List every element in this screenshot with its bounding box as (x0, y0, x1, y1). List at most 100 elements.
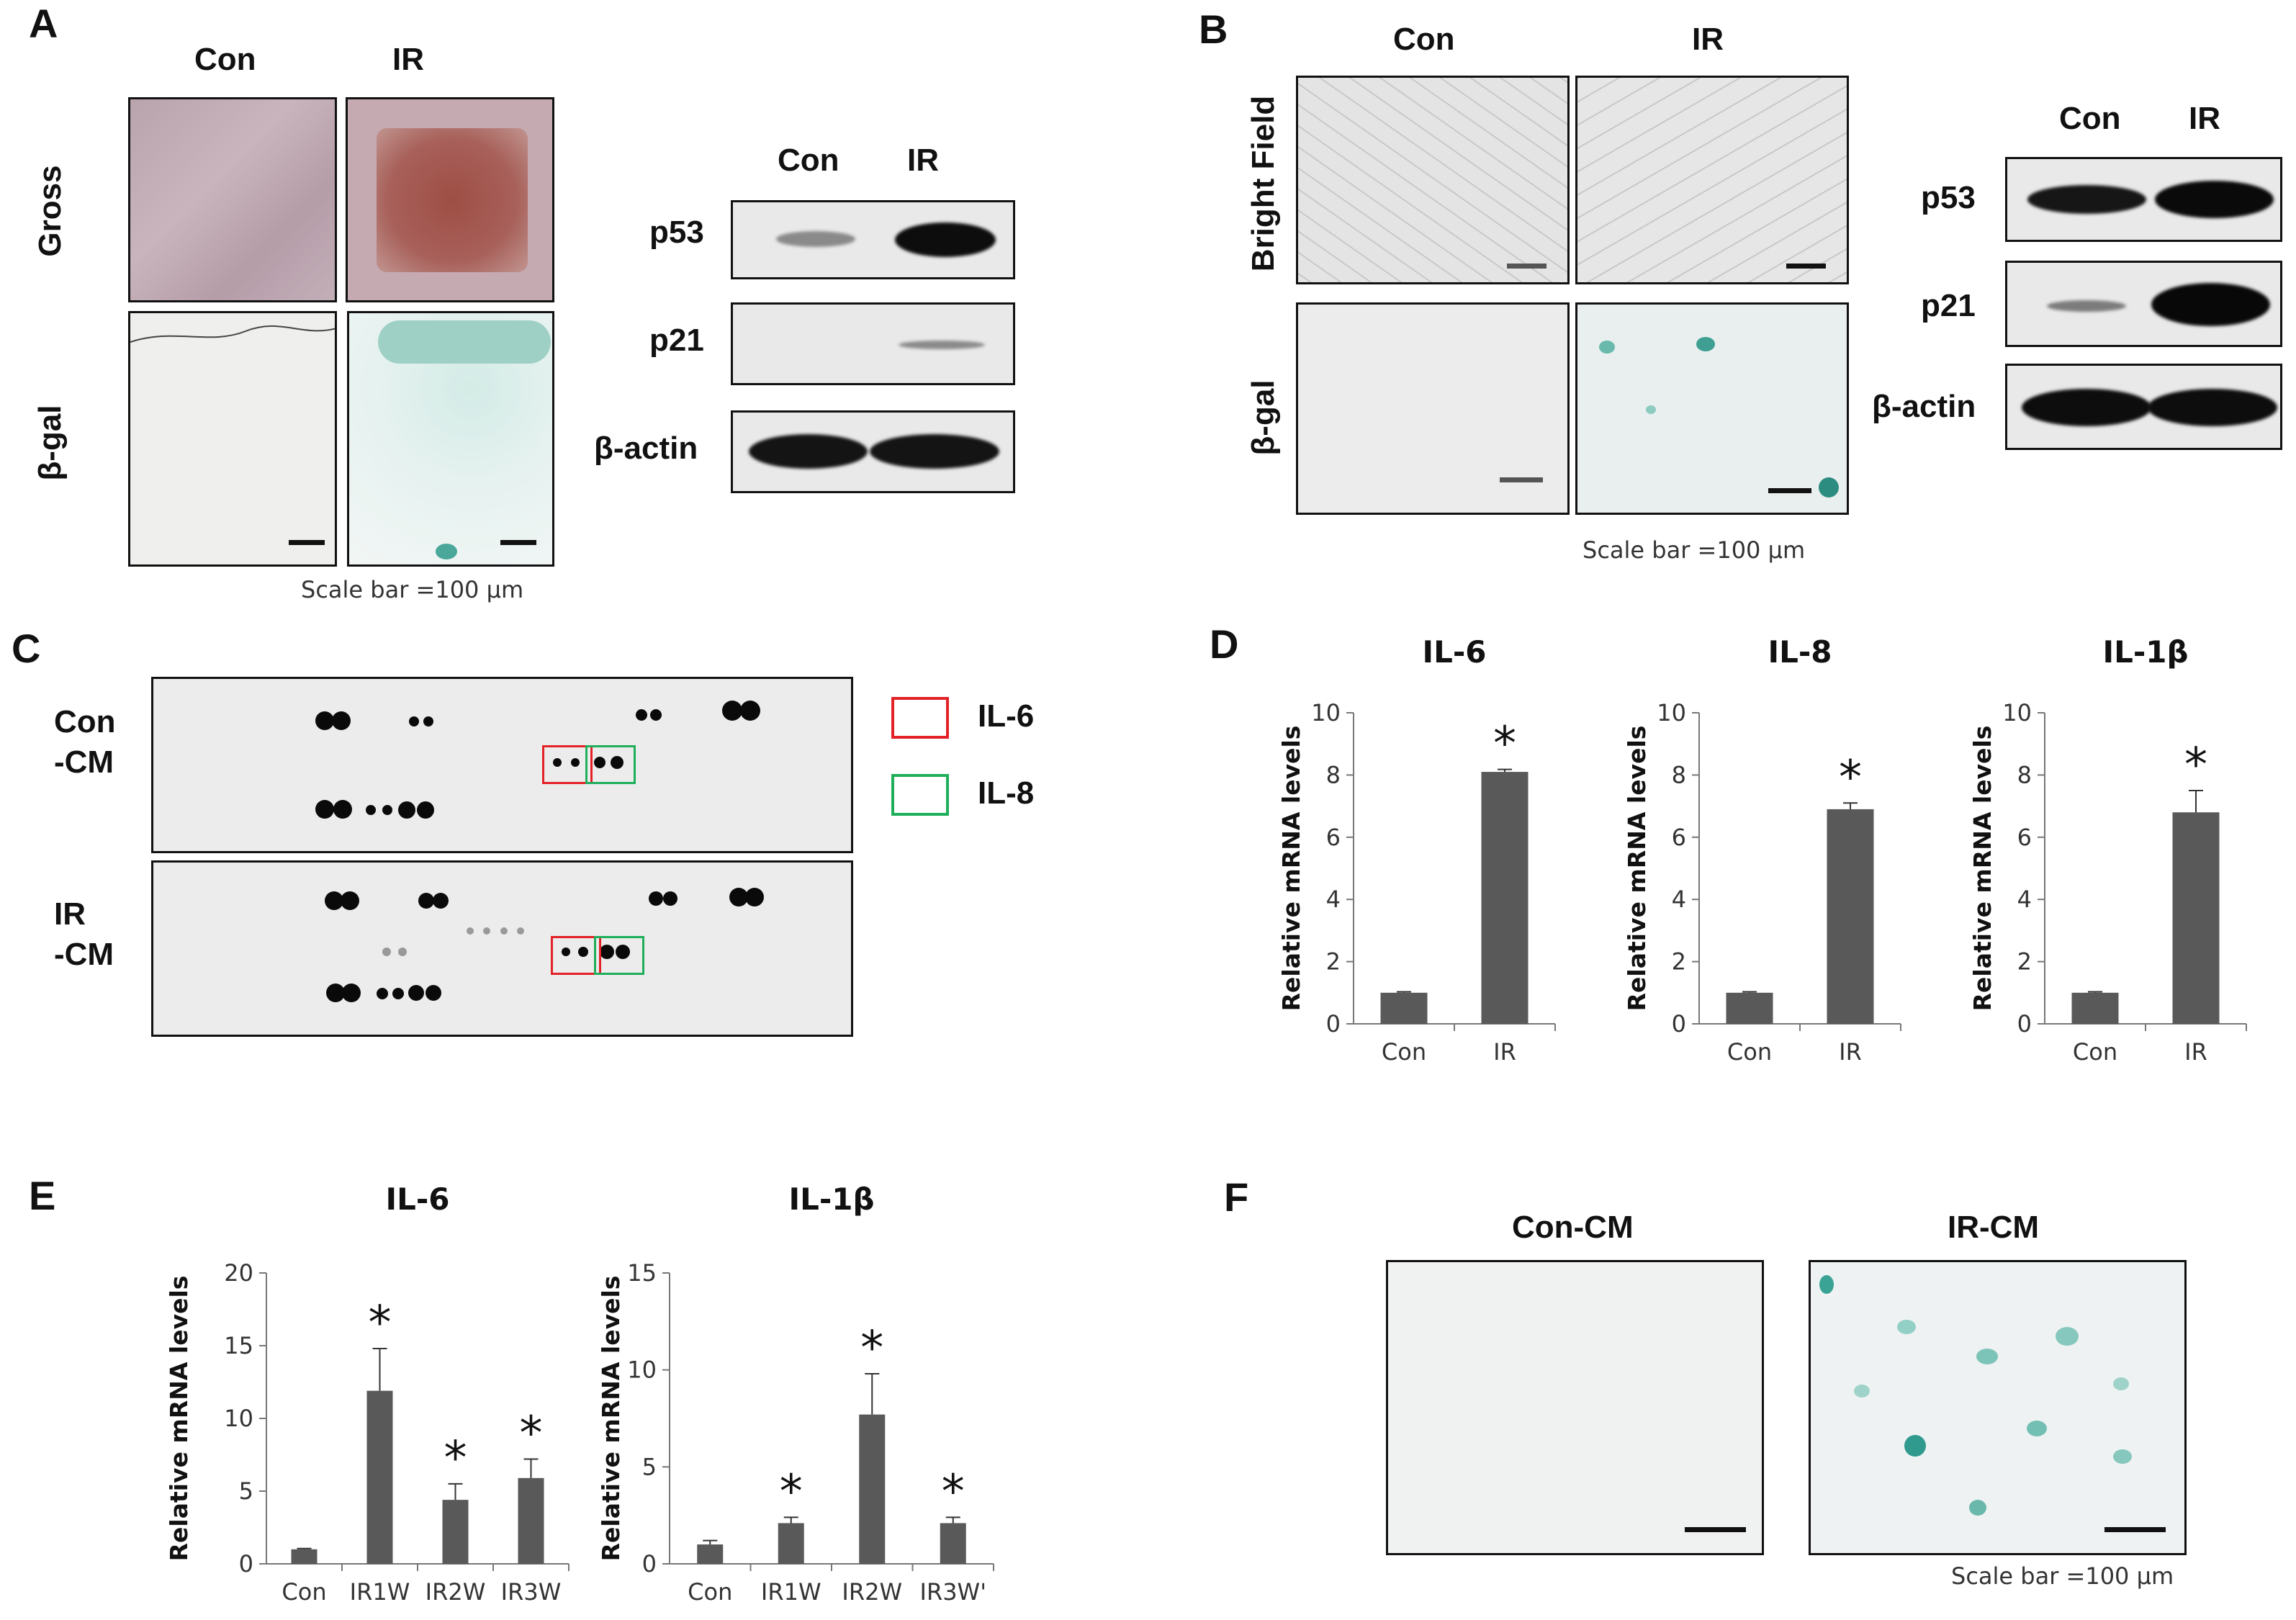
significance-marker: * (1839, 751, 1862, 804)
bgal-ir-cell-image (1575, 302, 1849, 515)
array-spot (426, 985, 441, 1001)
band (2027, 185, 2146, 214)
legend-il8-swatch (891, 774, 949, 816)
panel-letter-e: E (29, 1173, 56, 1218)
chart-title: IL-6 (385, 1182, 449, 1217)
y-tick-label: 2 (1672, 948, 1686, 976)
significance-marker: * (369, 1297, 392, 1350)
array-spot (500, 927, 508, 935)
x-tick-label: IR3W (501, 1578, 562, 1606)
array-spot (408, 985, 424, 1001)
y-tick-label: 4 (1326, 886, 1341, 913)
band (899, 341, 985, 349)
y-tick-label: 10 (627, 1356, 657, 1384)
array-spot (315, 711, 334, 730)
band (2151, 283, 2270, 326)
array-spot (740, 701, 760, 721)
cytokine-array-ir-cm (151, 860, 853, 1037)
y-tick-label: 2 (1326, 948, 1341, 976)
significance-marker: * (942, 1465, 965, 1518)
array-spot (722, 701, 742, 721)
significance-marker: * (780, 1465, 803, 1518)
y-tick-label: 20 (224, 1259, 253, 1287)
panel-letter-c: C (12, 626, 41, 671)
blot-col-con: Con (2059, 101, 2121, 136)
blue-stain (2027, 1421, 2047, 1436)
significance-marker: * (1493, 718, 1516, 771)
bgal-con-cell-image (1296, 302, 1570, 515)
array-spot (382, 805, 392, 815)
blue-stain (1819, 477, 1839, 498)
y-tick-label: 0 (1672, 1010, 1686, 1038)
blue-stain (1897, 1320, 1916, 1334)
array-spot (418, 893, 434, 909)
bar (859, 1414, 886, 1564)
col-label-ir: IR (392, 42, 424, 77)
array-spot (423, 716, 433, 726)
y-tick-label: 15 (224, 1332, 253, 1359)
y-tick-label: 10 (2002, 699, 2032, 726)
irradiated-lesion (377, 128, 528, 272)
gross-con-image (128, 97, 337, 302)
array-spot (553, 758, 562, 767)
array-spot (326, 984, 345, 1002)
blot-row-bactin: β-actin (1872, 389, 1976, 424)
chart-d-il8: IL-8 Relative mRNA levels 0 2 4 6 8 10 Con * IR (1623, 634, 1901, 1066)
panel-letter-b: B (1199, 6, 1228, 52)
band (2148, 389, 2277, 426)
panel-letter-f: F (1224, 1174, 1249, 1220)
bar (442, 1500, 469, 1564)
x-tick-label: IR3W' (920, 1578, 986, 1606)
y-tick-label: 6 (1672, 824, 1686, 851)
array-spot (333, 800, 352, 819)
array-spot (578, 947, 588, 957)
blue-stain (1819, 1275, 1834, 1294)
blot-col-con: Con (778, 143, 839, 178)
y-tick-label: 15 (627, 1259, 657, 1287)
blot-row-p53: p53 (1921, 180, 1976, 215)
y-tick-label: 10 (1311, 699, 1341, 726)
label-line: Con (54, 704, 116, 739)
bgal-ir-cm-image (1809, 1260, 2187, 1555)
bar (366, 1390, 393, 1564)
legend-il6-swatch (891, 697, 949, 739)
array-spot (417, 801, 434, 819)
gross-ir-image (346, 97, 554, 302)
bar (1380, 992, 1428, 1024)
array-spot (745, 888, 764, 906)
chart-e-il6: IL-6 Relative mRNA levels 0 5 10 15 20 Con * IR1W… (165, 1182, 570, 1606)
chart-d-il1b: IL-1β Relative mRNA levels 0 2 4 6 8 10 Con * IR (1968, 634, 2247, 1066)
bgal-con-tissue-image (128, 311, 337, 567)
x-tick-label: IR2W (426, 1578, 486, 1606)
band (895, 222, 996, 257)
band (2047, 300, 2126, 312)
scale-bar (289, 540, 325, 545)
significance-marker: * (444, 1432, 467, 1485)
blot-p53 (731, 200, 1015, 279)
il8-highlight-box (585, 745, 636, 784)
bar (518, 1477, 544, 1564)
chart-title: IL-6 (1422, 634, 1486, 670)
x-tick-label: Con (1382, 1038, 1426, 1066)
panel-letter-d: D (1210, 621, 1239, 667)
blot-p21 (731, 302, 1015, 385)
scale-bar (2104, 1527, 2166, 1532)
blue-stain (2113, 1377, 2129, 1390)
bar (940, 1523, 966, 1564)
array-spot (433, 893, 449, 909)
blue-stain (436, 544, 457, 559)
bgal-con-cm-image (1386, 1260, 1764, 1555)
blot-row-bactin: β-actin (594, 431, 698, 466)
bgal-ir-tissue-image (347, 311, 554, 567)
bar (1726, 992, 1773, 1024)
x-tick-label: Con (688, 1578, 732, 1606)
array-spot (571, 758, 580, 767)
bright-field-ir-image (1575, 76, 1849, 284)
y-tick-label: 8 (1326, 761, 1341, 788)
legend-il8-label: IL-8 (978, 775, 1035, 811)
x-tick-label: IR (1493, 1038, 1516, 1066)
blot-p21 (2005, 261, 2282, 347)
array-spot (325, 891, 343, 910)
blot-p53 (2005, 157, 2282, 242)
chart-title: IL-1β (788, 1182, 874, 1217)
